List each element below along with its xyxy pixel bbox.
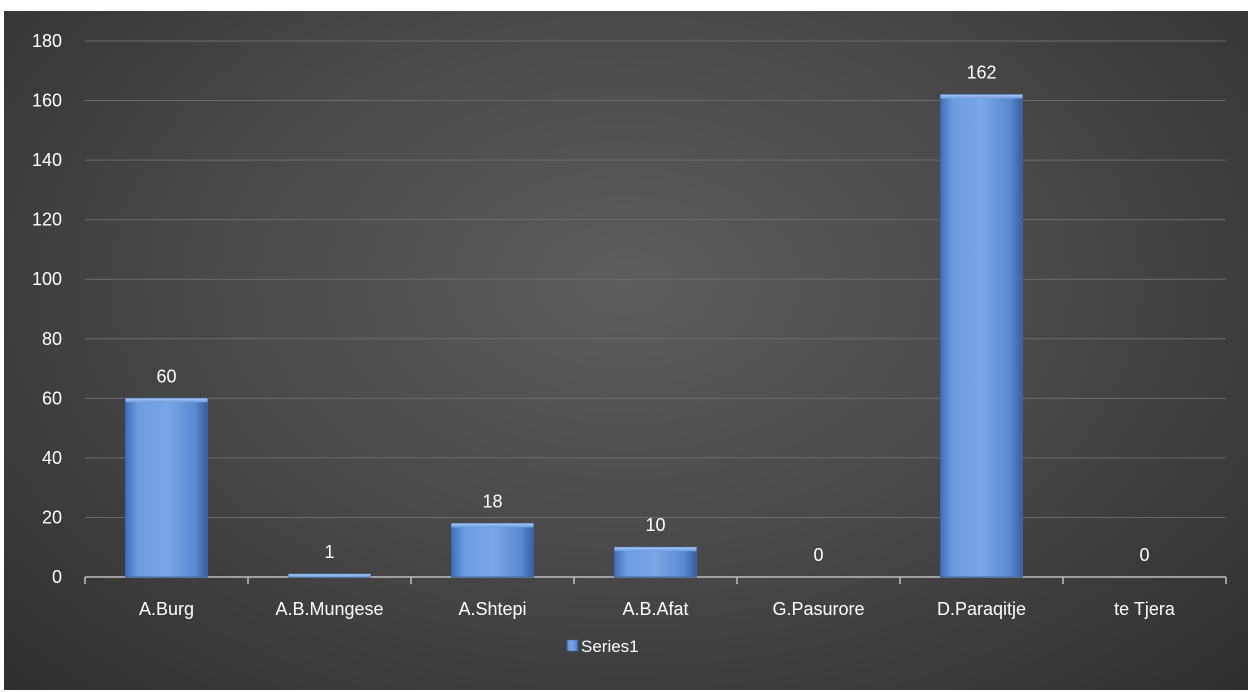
x-tick-label: D.Paraqitje — [937, 599, 1026, 619]
gridlines — [85, 40, 1226, 518]
bar-d-paraqitje — [940, 94, 1023, 578]
data-label: 0 — [813, 545, 823, 565]
bar-top-bevel — [125, 398, 208, 403]
legend-label: Series1 — [581, 637, 639, 656]
y-tick-label: 0 — [52, 567, 62, 587]
y-tick-label: 160 — [32, 91, 62, 111]
y-tick-label: 180 — [32, 31, 62, 51]
bar-top-bevel — [451, 523, 534, 528]
y-tick-label: 60 — [42, 388, 62, 408]
x-tick-label: te Tjera — [1114, 599, 1176, 619]
data-label: 18 — [482, 491, 502, 511]
bar-a-shtepi — [451, 522, 534, 578]
data-label: 162 — [966, 63, 996, 83]
y-tick-label: 120 — [32, 210, 62, 230]
y-tick-label: 20 — [42, 507, 62, 527]
y-tick-label: 40 — [42, 448, 62, 468]
bar-top-bevel — [940, 94, 1023, 99]
bar-top-bevel — [614, 547, 697, 552]
x-tick-label: A.B.Mungese — [275, 599, 383, 619]
data-label: 0 — [1139, 545, 1149, 565]
x-axis — [84, 576, 1227, 584]
legend: Series1 — [566, 637, 639, 656]
x-tick-label: A.Burg — [139, 599, 194, 619]
x-tick-label: G.Pasurore — [772, 599, 864, 619]
bar-top-bevel — [288, 574, 371, 577]
chart-area: 0 20 40 60 80 100 120 140 160 180 60 1 18 10 0 162 0 A.… — [4, 11, 1248, 690]
data-label: 60 — [156, 366, 176, 386]
x-tick-label: A.B.Afat — [622, 599, 688, 619]
y-tick-label: 80 — [42, 329, 62, 349]
bar-a-b-afat — [614, 546, 697, 578]
x-tick-labels: A.Burg A.B.Mungese A.Shtepi A.B.Afat G.Pasur… — [139, 599, 1176, 619]
y-axis: 0 20 40 60 80 100 120 140 160 180 — [32, 31, 62, 587]
data-label: 1 — [324, 542, 334, 562]
y-tick-label: 140 — [32, 150, 62, 170]
bars: 60 1 18 10 0 162 0 — [125, 63, 1150, 578]
data-label: 10 — [645, 515, 665, 535]
bar-a-burg — [125, 397, 208, 578]
legend-swatch — [566, 639, 579, 652]
x-tick-label: A.Shtepi — [458, 599, 526, 619]
y-tick-label: 100 — [32, 269, 62, 289]
